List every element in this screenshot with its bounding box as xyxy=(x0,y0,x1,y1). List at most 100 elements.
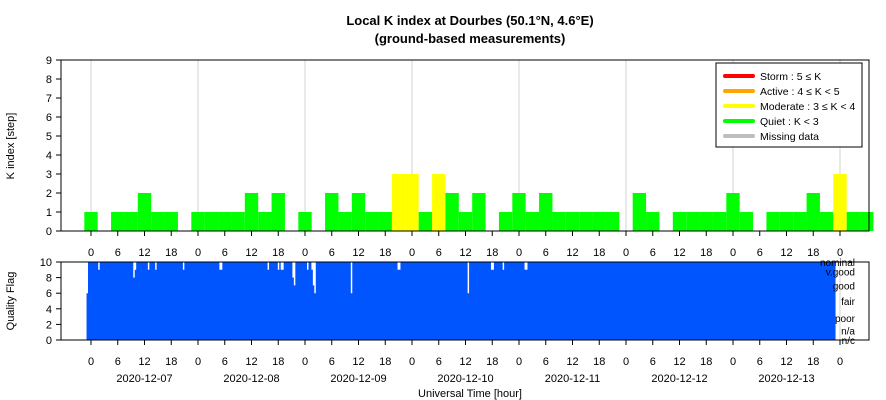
date-labels: 2020-12-07 2020-12-08 2020-12-09 2020-12-10… xyxy=(116,373,814,385)
q-ytick-label: 0 xyxy=(46,335,52,347)
date-label: 2020-12-11 xyxy=(545,373,600,385)
k-y-axis-label: K index [step] xyxy=(5,113,17,180)
k-bar xyxy=(592,212,606,231)
q-y-axis-ticks: 0 2 4 6 8 10 xyxy=(40,257,61,347)
k-bar xyxy=(525,212,540,231)
k-bar xyxy=(605,212,620,231)
k-xtick-label: 0 xyxy=(730,247,736,259)
k-bar xyxy=(445,193,459,231)
k-bar xyxy=(552,212,566,231)
q-xtick-label: 6 xyxy=(115,356,121,368)
k-bar xyxy=(164,212,178,231)
quality-level-label: nominal xyxy=(820,258,855,269)
q-ytick-label: 8 xyxy=(46,273,52,285)
k-bar xyxy=(137,193,152,231)
quality-level-label: n/a xyxy=(841,327,855,338)
k-bar xyxy=(833,174,847,231)
q-xtick-label: 12 xyxy=(138,356,150,368)
quality-level-label: poor xyxy=(835,314,856,325)
k-ytick-label: 8 xyxy=(46,74,52,86)
k-bar xyxy=(365,212,379,231)
k-ytick-label: 9 xyxy=(46,55,52,67)
k-bar xyxy=(766,212,780,231)
q-ytick-label: 10 xyxy=(40,257,52,269)
k-xtick-label: 0 xyxy=(837,247,843,259)
k-bar xyxy=(793,212,807,231)
k-bar xyxy=(726,193,740,231)
q-xtick-label: 12 xyxy=(352,356,364,368)
k-xtick-label: 12 xyxy=(459,247,471,259)
k-bar xyxy=(218,212,232,231)
k-xtick-label: 0 xyxy=(195,247,201,259)
k-bar xyxy=(686,212,700,231)
q-xtick-label: 18 xyxy=(379,356,391,368)
legend: Storm : 5 ≤ K Active : 4 ≤ K < 5 Moderate … xyxy=(715,62,863,148)
k-bar xyxy=(699,212,713,231)
q-ytick-label: 4 xyxy=(46,304,52,316)
k-xtick-label: 6 xyxy=(436,247,442,259)
q-xtick-label: 6 xyxy=(436,356,442,368)
k-xtick-label: 18 xyxy=(486,247,498,259)
k-xtick-label: 0 xyxy=(516,247,522,259)
k-bar xyxy=(472,193,486,231)
x-axis-label: Universal Time [hour] xyxy=(418,388,522,400)
k-bar xyxy=(351,193,366,231)
k-bar xyxy=(646,212,660,231)
k-xtick-label: 18 xyxy=(807,247,819,259)
q-xtick-label: 12 xyxy=(459,356,471,368)
k-xtick-label: 12 xyxy=(673,247,685,259)
k-bar xyxy=(151,212,165,231)
q-xtick-label: 18 xyxy=(593,356,605,368)
q-xtick-label: 18 xyxy=(807,356,819,368)
k-xtick-label: 12 xyxy=(780,247,792,259)
k-bar xyxy=(860,212,874,231)
k-bar xyxy=(539,193,553,231)
k-xtick-label: 0 xyxy=(302,247,308,259)
k-xtick-label: 0 xyxy=(409,247,415,259)
k-xtick-label: 18 xyxy=(165,247,177,259)
date-label: 2020-12-08 xyxy=(223,373,279,385)
legend-entry: Quiet : K < 3 xyxy=(760,116,819,128)
legend-entry: Missing data xyxy=(760,131,819,143)
k-xtick-label: 0 xyxy=(623,247,629,259)
k-xtick-label: 12 xyxy=(138,247,150,259)
k-bar xyxy=(378,212,392,231)
k-ytick-label: 4 xyxy=(46,150,52,162)
k-bar xyxy=(231,212,245,231)
q-x-axis-ticks: 0 6 12 18 0 6 12 18 0 6 12 18 0 6 12 18 0 6 12 18 0 6 12 18 0 6 12… xyxy=(88,340,843,368)
quality-flag-area xyxy=(86,262,836,340)
quality-level-label: v.good xyxy=(826,267,855,278)
k-bar xyxy=(338,212,352,231)
k-bar xyxy=(258,212,272,231)
q-xtick-label: 0 xyxy=(88,356,94,368)
date-label: 2020-12-07 xyxy=(116,373,172,385)
q-xtick-label: 0 xyxy=(302,356,308,368)
k-ytick-label: 1 xyxy=(46,207,52,219)
date-label: 2020-12-12 xyxy=(651,373,707,385)
k-index-bars xyxy=(84,174,874,231)
k-ytick-label: 2 xyxy=(46,188,52,200)
k-ytick-label: 3 xyxy=(46,169,52,181)
k-xtick-label: 18 xyxy=(700,247,712,259)
q-xtick-label: 0 xyxy=(409,356,415,368)
k-xtick-label: 12 xyxy=(566,247,578,259)
k-ytick-label: 7 xyxy=(46,93,52,105)
q-xtick-label: 6 xyxy=(650,356,656,368)
k-xtick-label: 6 xyxy=(757,247,763,259)
q-y-axis-label: Quality Flag xyxy=(5,272,17,331)
k-bar xyxy=(632,193,647,231)
q-xtick-label: 0 xyxy=(623,356,629,368)
quality-level-label: n/c xyxy=(842,336,855,347)
q-ytick-label: 2 xyxy=(46,319,52,331)
k-bar xyxy=(124,212,138,231)
k-xtick-label: 0 xyxy=(88,247,94,259)
k-bar xyxy=(111,212,125,231)
k-bar xyxy=(432,174,446,231)
k-bar xyxy=(565,212,580,231)
k-bar xyxy=(512,193,526,231)
q-xtick-label: 0 xyxy=(516,356,522,368)
k-bar xyxy=(458,212,473,231)
quality-level-label: fair xyxy=(841,297,856,308)
